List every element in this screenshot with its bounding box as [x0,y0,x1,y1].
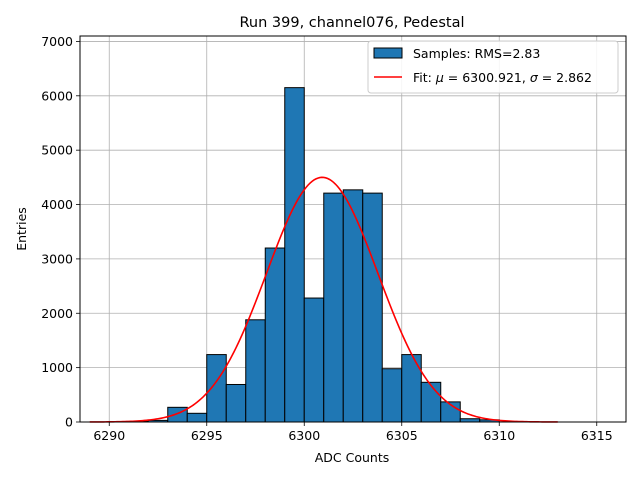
histogram-bar [284,87,305,423]
y-tick-label: 7000 [41,34,73,49]
legend-fit-sigma-symbol: σ [530,70,539,85]
legend-histogram-swatch [373,47,403,59]
legend-fit-mu-symbol: μ [435,70,444,85]
histogram-bar [186,412,208,423]
y-tick-label: 3000 [41,251,73,266]
histogram-bar [264,247,286,423]
histogram-bar [245,319,266,423]
y-axis-label: Entries [14,207,29,251]
y-tick-label: 0 [65,415,73,430]
histogram-bar [362,192,383,423]
legend-fit-sigma-value: = 2.862 [538,70,592,85]
legend-fit-mu-value: = 6300.921, [444,70,530,85]
x-tick-label: 6305 [386,428,418,443]
histogram-bar [303,297,325,423]
x-tick-label: 6315 [581,428,613,443]
legend-frame [367,40,619,94]
histogram-bar [225,383,247,423]
y-tick-label: 6000 [41,88,73,103]
legend-fit-prefix: Fit: [413,70,436,85]
y-tick-label: 2000 [41,306,73,321]
fit-curve [89,176,558,423]
legend-histogram-label: Samples: RMS=2.83 [413,46,540,61]
y-tick-label: 5000 [41,143,73,158]
fit-curve-layer [89,176,558,423]
x-tick-label: 6300 [288,428,320,443]
histogram-bar [167,406,188,423]
x-axis-label: ADC Counts [315,450,390,465]
chart-title: Run 399, channel076, Pedestal [239,15,464,31]
histogram-bar [206,354,227,423]
x-axis-ticks: 6290 6295 6300 6305 6310 6315 [93,422,613,443]
histogram-bar [342,189,364,423]
x-tick-label: 6295 [191,428,223,443]
y-axis-ticks: 0 1000 2000 3000 4000 5000 6000 7000 [41,34,80,430]
legend-fit-label: Fit: μ = 6300.921, σ = 2.862 [413,70,592,85]
histogram-bars [128,87,500,423]
plot-frame [79,35,627,423]
histogram-bar [420,381,442,423]
histogram-bar [323,192,344,423]
y-tick-label: 4000 [41,197,73,212]
legend: Samples: RMS=2.83 Fit: μ = 6300.921, σ =… [367,40,619,94]
histogram-bar [381,368,403,423]
histogram-bar [401,354,422,423]
x-tick-label: 6310 [483,428,515,443]
y-tick-label: 1000 [41,360,73,375]
x-tick-label: 6290 [93,428,125,443]
